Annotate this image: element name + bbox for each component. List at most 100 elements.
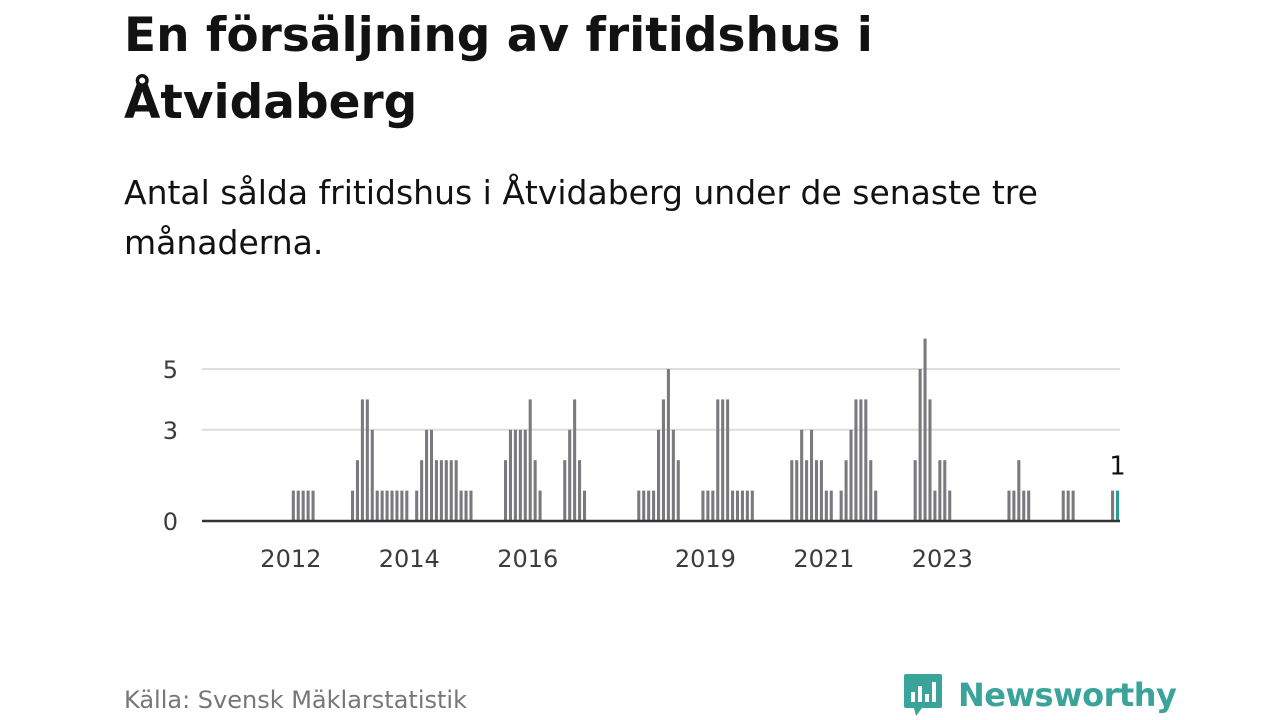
bar (400, 490, 404, 521)
bar (716, 399, 720, 521)
y-tick-label: 5 (163, 356, 178, 384)
bar (429, 429, 434, 521)
bar (355, 460, 359, 521)
bar (819, 460, 823, 521)
bar (1007, 490, 1011, 521)
bar (508, 429, 512, 521)
chart-title: En försäljning av fritidshus i Åtvidaber… (124, 8, 873, 130)
bar (464, 490, 468, 521)
bar (1027, 490, 1031, 521)
bar (814, 460, 818, 521)
bar (711, 490, 715, 521)
bar (943, 460, 947, 521)
bar (1022, 490, 1026, 521)
source-note: Källa: Svensk Mäklarstatistik (124, 686, 467, 714)
bar (1017, 460, 1021, 521)
bar (311, 490, 315, 521)
bar (415, 490, 419, 521)
bar (439, 460, 443, 521)
bar (385, 490, 389, 521)
y-tick-label: 3 (163, 417, 178, 445)
bar (405, 490, 409, 521)
highlight-bar (1116, 490, 1120, 521)
x-tick-label: 2014 (379, 545, 440, 573)
bar (913, 460, 917, 521)
bar (647, 490, 651, 521)
bar (795, 460, 799, 521)
bar (370, 429, 374, 521)
x-tick-label: 2023 (912, 545, 973, 573)
bar (874, 490, 878, 521)
bar (918, 369, 922, 521)
bar (829, 490, 833, 521)
bar (839, 490, 843, 521)
bar (420, 460, 424, 521)
bar (661, 399, 665, 521)
bar (513, 429, 517, 521)
bar (296, 490, 300, 521)
bar (928, 399, 932, 521)
bar (864, 399, 868, 521)
bar (740, 490, 744, 521)
bar (444, 460, 448, 521)
bar (528, 399, 532, 521)
bar (657, 429, 661, 521)
bar (810, 429, 814, 521)
bar (360, 399, 364, 521)
bar (533, 460, 537, 521)
bar (745, 490, 749, 521)
bar (701, 490, 705, 521)
bar (1012, 490, 1016, 521)
bar (642, 490, 646, 521)
brand-name: Newsworthy (958, 676, 1177, 714)
bar (721, 399, 725, 521)
bar (538, 490, 542, 521)
bar (351, 490, 355, 521)
bar (750, 490, 754, 521)
bar (844, 460, 848, 521)
newsworthy-logo-icon (904, 674, 942, 716)
bar (1111, 490, 1115, 521)
bar (854, 399, 858, 521)
bar (676, 460, 680, 521)
chart-subtitle: Antal sålda fritidshus i Åtvidaberg unde… (124, 173, 1038, 262)
x-tick-label: 2012 (260, 545, 321, 573)
bar (869, 460, 873, 521)
bar (671, 429, 675, 521)
bar (301, 490, 305, 521)
bar (859, 399, 863, 521)
bar (637, 490, 641, 521)
bar (449, 460, 453, 521)
bar (578, 460, 582, 521)
x-tick-label: 2016 (497, 545, 558, 573)
bar (666, 369, 670, 521)
bar (563, 460, 567, 521)
bar (573, 399, 577, 521)
bar (706, 490, 710, 521)
bar (790, 460, 794, 521)
bar (849, 429, 853, 521)
bar (933, 490, 937, 521)
bar (523, 429, 527, 521)
bar (582, 490, 587, 521)
bar (652, 490, 656, 521)
bar (805, 460, 809, 521)
x-tick-label: 2021 (793, 545, 854, 573)
bar (365, 399, 369, 521)
bar (395, 490, 399, 521)
bar (459, 490, 463, 521)
y-tick-label: 0 (163, 508, 178, 536)
bar (1071, 490, 1075, 521)
bar (731, 490, 735, 521)
bar (1061, 490, 1065, 521)
bar (434, 460, 438, 521)
bar (469, 490, 473, 521)
bar (1066, 490, 1070, 521)
bar (568, 429, 572, 521)
bar (291, 490, 295, 521)
bar (518, 429, 522, 521)
bar (923, 338, 927, 521)
bar (824, 490, 828, 521)
bar (375, 490, 379, 521)
